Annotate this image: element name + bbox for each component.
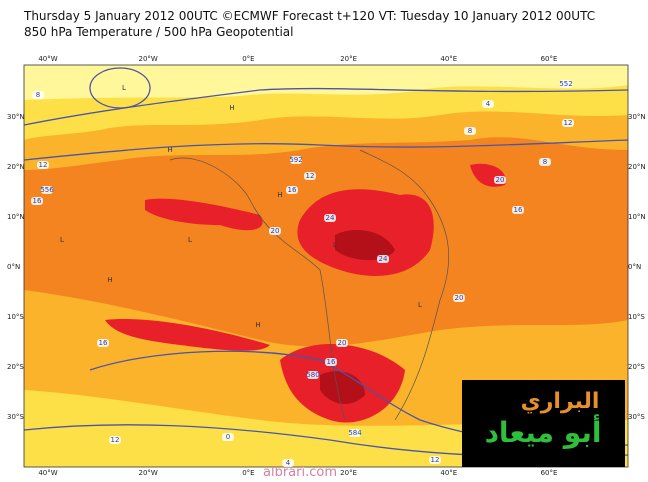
contour-label-bg	[325, 358, 337, 366]
lon-label-top: 20°W	[139, 55, 158, 63]
lon-label-top: 60°E	[541, 55, 558, 63]
contour-label-bg	[562, 119, 574, 127]
contour-label: 580	[306, 371, 319, 379]
contour-label: 20	[496, 176, 505, 184]
contour-label-bg	[41, 186, 53, 194]
lat-label-left: 20°N	[7, 163, 25, 171]
contour-label-bg	[482, 100, 494, 108]
contour-label: 12	[431, 456, 440, 464]
lon-label-bottom: 20°W	[139, 469, 158, 477]
contour-label-bg	[31, 197, 43, 205]
contour-label-bg	[222, 433, 234, 441]
contour-label: 16	[33, 197, 42, 205]
contour-label: 24	[379, 255, 388, 263]
map-subtitle: 850 hPa Temperature / 500 hPa Geopotenti…	[24, 25, 293, 39]
contour-label: 20	[338, 339, 347, 347]
pressure-mark: L	[188, 236, 192, 244]
contour-label-bg	[269, 227, 281, 235]
lon-label-bottom: 40°W	[38, 469, 57, 477]
contour-label: 12	[39, 161, 48, 169]
contour-label-bg	[464, 127, 476, 135]
contour-label: 8	[468, 127, 472, 135]
lat-label-right: 0°N	[628, 263, 641, 271]
lat-label-right: 30°S	[628, 413, 645, 421]
contour-label-bg	[336, 339, 348, 347]
pressure-mark: L	[122, 84, 126, 92]
contour-label-bg	[282, 459, 294, 467]
contour-label: 16	[327, 358, 336, 366]
lon-label-top: 40°W	[38, 55, 57, 63]
contour-label-bg	[109, 436, 121, 444]
contour-label-bg	[512, 206, 524, 214]
contour-label-bg	[97, 339, 109, 347]
contour-label-bg	[560, 80, 572, 88]
contour-label: 12	[111, 436, 120, 444]
footer-url: albrari.com	[263, 465, 337, 480]
lat-label-right: 20°N	[628, 163, 646, 171]
lat-label-left: 10°S	[7, 313, 24, 321]
contour-label-bg	[539, 158, 551, 166]
lat-label-left: 30°S	[7, 413, 24, 421]
contour-label-bg	[429, 456, 441, 464]
lat-label-left: 30°N	[7, 113, 25, 121]
pressure-mark: L	[333, 241, 337, 249]
contour-label-bg	[377, 255, 389, 263]
pressure-mark: H	[255, 321, 260, 329]
lon-label-bottom: 60°E	[541, 469, 558, 477]
lat-label-left: 20°S	[7, 363, 24, 371]
contour-label: 592	[289, 156, 302, 164]
contour-label-bg	[304, 172, 316, 180]
lon-label-bottom: 40°E	[440, 469, 457, 477]
map-frame	[23, 64, 629, 468]
lat-label-right: 10°S	[628, 313, 645, 321]
contour-label-bg	[307, 371, 319, 379]
pressure-mark: H	[277, 191, 282, 199]
contour-label-bg	[324, 214, 336, 222]
lat-label-left: 0°N	[7, 263, 20, 271]
logo-box	[462, 380, 625, 467]
contour-label: 20	[455, 294, 464, 302]
contour-label: 552	[559, 80, 572, 88]
pressure-mark: L	[60, 236, 64, 244]
lon-label-bottom: 20°E	[340, 469, 357, 477]
pressure-mark: H	[167, 146, 172, 154]
contour-label-bg	[37, 161, 49, 169]
contour-label: 556	[40, 186, 54, 194]
lon-label-top: 20°E	[340, 55, 357, 63]
lat-label-right: 30°N	[628, 113, 646, 121]
contour-label-bg	[290, 156, 302, 164]
lat-label-right: 20°S	[628, 363, 645, 371]
lon-label-bottom: 0°E	[242, 469, 254, 477]
contour-label-bg	[286, 186, 298, 194]
contour-label: 0	[226, 433, 230, 441]
contour-label-bg	[349, 429, 361, 437]
pressure-mark: H	[229, 104, 234, 112]
logo-line2: أبو ميعاد	[485, 414, 602, 449]
contour-label: 4	[286, 459, 291, 467]
lat-label-right: 10°N	[628, 213, 646, 221]
map-title: Thursday 5 January 2012 00UTC ©ECMWF For…	[23, 9, 595, 23]
contour-label: 16	[514, 206, 523, 214]
lon-label-top: 0°E	[242, 55, 254, 63]
contour-label: 16	[99, 339, 108, 347]
contour-label-bg	[453, 294, 465, 302]
contour-label: 12	[306, 172, 315, 180]
contour-label: 584	[348, 429, 362, 437]
contour-label: 16	[288, 186, 297, 194]
contour-label-bg	[494, 176, 506, 184]
lat-label-left: 10°N	[7, 213, 25, 221]
contour-label: 12	[564, 119, 573, 127]
logo-line1: البراري	[521, 389, 600, 414]
contour-label: 8	[543, 158, 547, 166]
contour-label-bg	[32, 91, 44, 99]
pressure-mark: L	[418, 301, 422, 309]
contour-label: 20	[271, 227, 280, 235]
contour-label: 24	[326, 214, 335, 222]
lon-label-top: 40°E	[440, 55, 457, 63]
contour-label: 8	[36, 91, 40, 99]
contour-label: 4	[486, 100, 491, 108]
pressure-mark: H	[107, 276, 112, 284]
